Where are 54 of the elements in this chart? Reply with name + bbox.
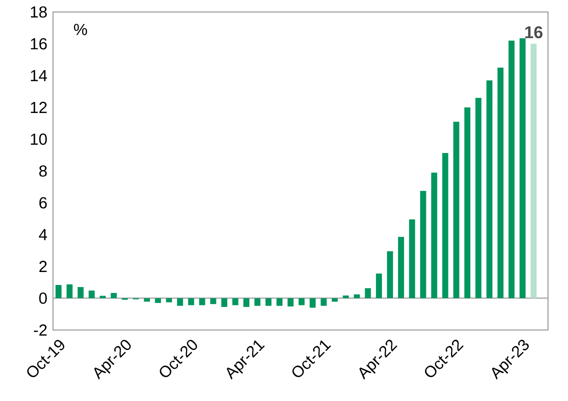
bar bbox=[288, 298, 294, 306]
bar bbox=[342, 295, 349, 298]
bar bbox=[199, 298, 206, 306]
data-label: 16 bbox=[525, 26, 542, 38]
bar bbox=[464, 107, 470, 298]
bar bbox=[354, 294, 360, 298]
bar bbox=[188, 298, 194, 306]
bar bbox=[78, 287, 84, 298]
bar bbox=[310, 298, 316, 308]
bar bbox=[520, 38, 526, 298]
bar bbox=[453, 122, 460, 298]
bar bbox=[475, 98, 482, 298]
bar bbox=[442, 153, 448, 298]
y-tick-label: 12 bbox=[30, 102, 47, 113]
y-tick-label: 16 bbox=[30, 38, 47, 50]
bar bbox=[420, 190, 426, 298]
y-tick-label: 14 bbox=[30, 70, 47, 82]
bar bbox=[508, 40, 515, 298]
y-tick-label: 0 bbox=[39, 292, 47, 304]
bar bbox=[398, 236, 404, 298]
bar bbox=[232, 298, 238, 306]
bar bbox=[166, 298, 172, 302]
bar bbox=[298, 298, 305, 306]
bar bbox=[431, 172, 438, 298]
bar bbox=[110, 292, 117, 298]
bar bbox=[276, 298, 283, 306]
bar bbox=[320, 298, 327, 306]
bar bbox=[221, 298, 228, 307]
bar bbox=[409, 219, 416, 298]
bar bbox=[177, 298, 184, 306]
y-tick-label: 6 bbox=[39, 197, 47, 208]
bar bbox=[56, 284, 62, 298]
annotation: % bbox=[74, 24, 88, 36]
bar bbox=[386, 251, 393, 298]
y-tick-label: 2 bbox=[39, 260, 47, 272]
bar bbox=[376, 274, 382, 298]
y-tick-label: 4 bbox=[38, 229, 47, 240]
bar bbox=[243, 298, 250, 307]
y-tick-label: 10 bbox=[30, 134, 47, 145]
y-tick-label: 8 bbox=[39, 165, 47, 177]
bar bbox=[144, 298, 150, 302]
bar bbox=[88, 290, 95, 298]
bar bbox=[66, 284, 73, 298]
bar bbox=[265, 298, 272, 306]
y-tick-label: 18 bbox=[30, 6, 47, 18]
bar bbox=[497, 68, 504, 298]
bar bbox=[530, 44, 537, 298]
bar bbox=[210, 298, 216, 304]
bar bbox=[364, 288, 371, 298]
bar bbox=[154, 298, 161, 303]
bar bbox=[486, 80, 492, 298]
bar bbox=[332, 298, 338, 302]
bar bbox=[254, 298, 260, 306]
y-tick-label: -2 bbox=[34, 324, 47, 336]
